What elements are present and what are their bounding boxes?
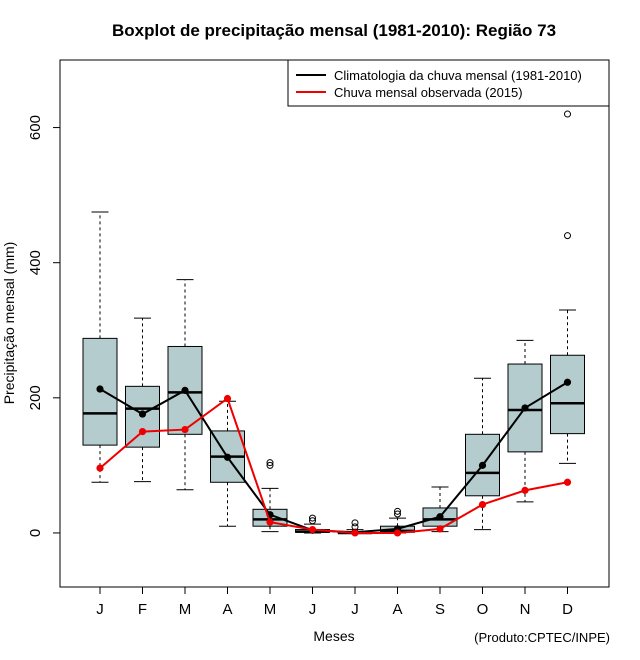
box-3 [210, 400, 245, 527]
y-tick-label-0: 0 [27, 529, 44, 537]
outlier-5-1 [309, 514, 316, 522]
y-axis-label: Precipitação mensal (mm) [1, 242, 17, 405]
series-point-1-4 [266, 518, 274, 526]
box-10 [507, 339, 543, 503]
series-point-1-7 [393, 529, 402, 537]
series-point-0-2 [181, 386, 189, 394]
credit-text: (Produto:CPTEC/INPE) [474, 630, 610, 645]
series-point-1-8 [436, 525, 444, 533]
series-point-0-9 [478, 461, 487, 469]
x-tick-label-7: A [392, 601, 402, 618]
outlier-4-1 [266, 459, 274, 467]
series-point-0-8 [436, 513, 444, 521]
chart-title: Boxplot de precipitação mensal (1981-201… [112, 21, 556, 40]
series-point-1-1 [138, 428, 147, 436]
outlier-5-0 [309, 517, 316, 525]
x-tick-label-1: F [138, 601, 147, 618]
x-tick-label-9: O [477, 601, 489, 618]
legend: Climatologia da chuva mensal (1981-2010)… [287, 59, 610, 107]
series-point-1-6 [351, 529, 359, 537]
outlier-6-1 [351, 519, 359, 527]
series-line-1 [99, 396, 568, 534]
series-point-0-3 [223, 453, 232, 461]
box-1 [125, 317, 160, 483]
x-tick-label-5: J [309, 601, 317, 618]
x-tick-label-4: M [264, 601, 277, 618]
outlier-11-0 [564, 232, 571, 240]
x-axis-label: Meses [313, 628, 354, 644]
outlier-4-0 [266, 461, 274, 469]
series-point-1-5 [308, 525, 317, 534]
x-tick-label-3: A [222, 601, 232, 618]
legend-label-0: Climatologia da chuva mensal (1981-2010) [334, 68, 582, 83]
series-point-0-1 [138, 410, 147, 418]
y-axis: 0 200 400 600 [27, 115, 61, 537]
box-11 [550, 110, 585, 464]
series-point-1-11 [563, 478, 572, 486]
outlier-7-1 [394, 507, 401, 515]
legend-label-1: Chuva mensal observada (2015) [334, 85, 523, 100]
series-point-0-0 [96, 385, 104, 393]
x-tick-label-2: M [179, 601, 192, 618]
series-point-1-9 [478, 500, 487, 509]
y-tick-label-1: 200 [27, 385, 44, 410]
box-2 [167, 279, 203, 491]
series-point-0-11 [563, 378, 572, 386]
series-point-1-3 [223, 394, 232, 403]
y-tick-label-2: 400 [27, 250, 44, 275]
y-tick-label-3: 600 [27, 115, 44, 140]
box-0 [82, 211, 118, 483]
box-8 [422, 486, 458, 533]
x-tick-label-11: D [562, 601, 573, 618]
series-point-1-0 [96, 464, 104, 472]
series-point-1-10 [521, 486, 529, 494]
x-tick-label-6: J [351, 601, 359, 618]
series-lines [96, 378, 572, 537]
box-rect-11 [550, 354, 585, 435]
x-tick-label-8: S [435, 601, 445, 618]
outlier-7-0 [394, 510, 401, 518]
x-tick-label-0: J [96, 601, 104, 618]
legend-box [287, 59, 610, 107]
x-tick-label-10: N [520, 601, 531, 618]
series-point-1-2 [181, 425, 189, 434]
series-point-0-10 [521, 404, 529, 412]
outlier-11-1 [564, 110, 571, 118]
box-group [82, 110, 585, 535]
